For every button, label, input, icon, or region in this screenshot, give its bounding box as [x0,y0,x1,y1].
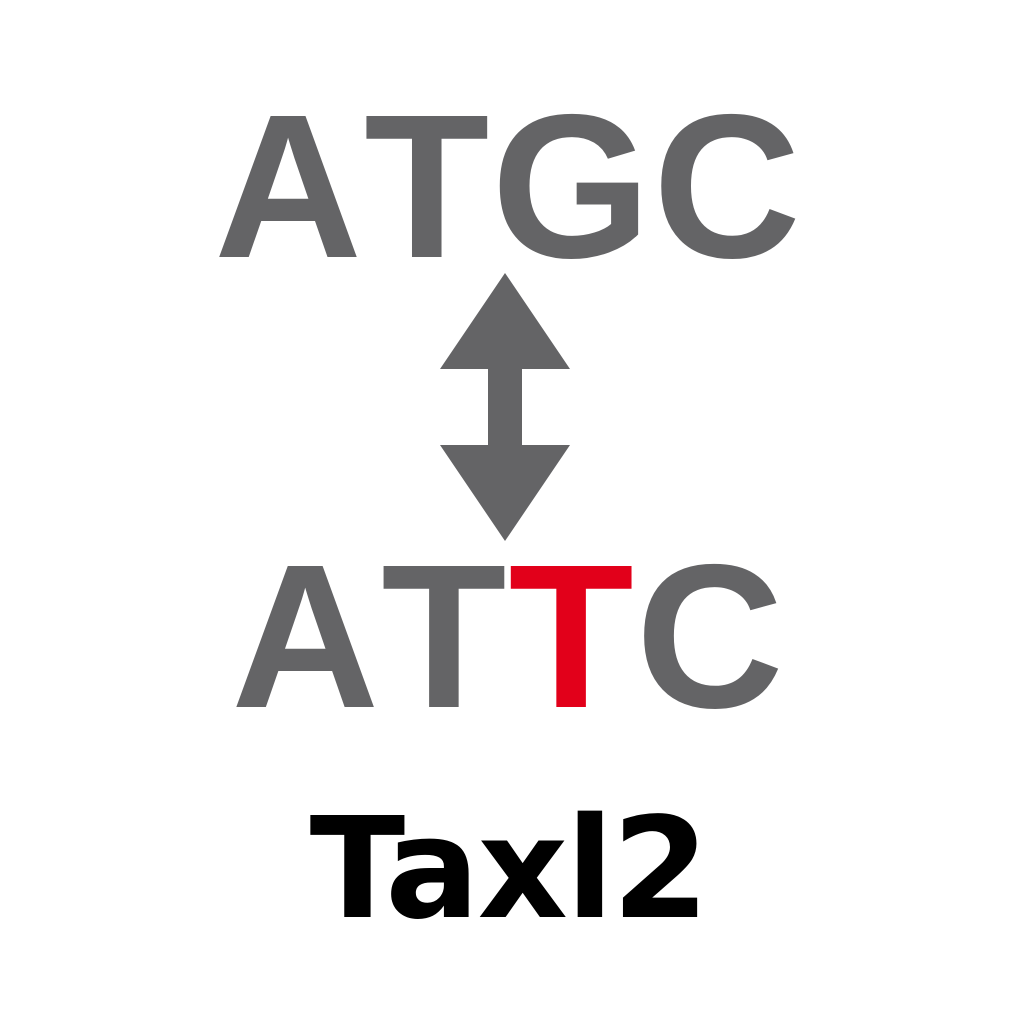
reference-sequence: ATGC [0,84,1017,289]
gene-label: Taxl2 [309,788,710,951]
variant-base: A [231,522,382,751]
reference-base: A [214,72,365,301]
variant-sequence: ATTC [0,534,1017,739]
double-vertical-arrow-icon [440,273,570,541]
reference-base: C [652,72,803,301]
arrow-graphic [440,273,570,541]
arrow-shape [440,273,570,541]
variant-base: T [381,522,509,751]
variant-base-mutated: T [508,522,636,751]
reference-base: T [364,72,492,301]
variant-base: C [635,522,786,751]
reference-base: G [491,72,653,301]
